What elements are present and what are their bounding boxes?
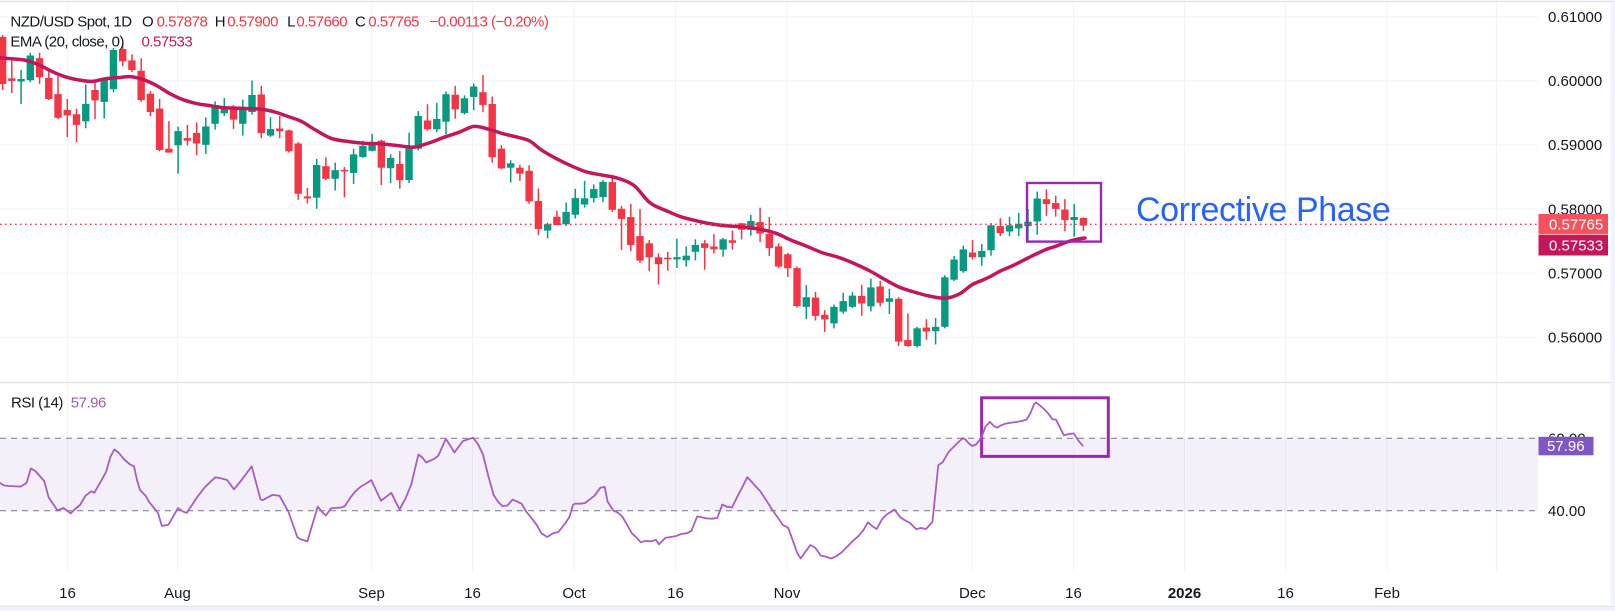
svg-text:L: L bbox=[287, 14, 295, 31]
svg-text:0.57000: 0.57000 bbox=[1548, 265, 1602, 282]
svg-text:NZD/USD Spot, 1D: NZD/USD Spot, 1D bbox=[10, 14, 132, 31]
svg-text:Aug: Aug bbox=[164, 585, 191, 602]
svg-text:0.60000: 0.60000 bbox=[1548, 73, 1602, 90]
svg-text:Feb: Feb bbox=[1374, 585, 1400, 602]
svg-text:Nov: Nov bbox=[774, 585, 801, 602]
svg-text:2026: 2026 bbox=[1168, 585, 1201, 602]
svg-text:16: 16 bbox=[1277, 585, 1294, 602]
svg-text:0.57533: 0.57533 bbox=[142, 34, 193, 51]
svg-text:−0.00113 (−0.20%): −0.00113 (−0.20%) bbox=[430, 14, 549, 31]
svg-text:16: 16 bbox=[667, 585, 684, 602]
svg-text:40.00: 40.00 bbox=[1548, 503, 1586, 520]
svg-text:57.96: 57.96 bbox=[71, 395, 106, 412]
svg-text:C: C bbox=[355, 14, 366, 31]
svg-text:0.61000: 0.61000 bbox=[1548, 9, 1602, 26]
svg-text:16: 16 bbox=[59, 585, 76, 602]
svg-text:0.57765: 0.57765 bbox=[1549, 217, 1603, 234]
svg-text:Corrective Phase: Corrective Phase bbox=[1136, 191, 1390, 229]
svg-text:0.57900: 0.57900 bbox=[227, 14, 278, 31]
svg-text:57.96: 57.96 bbox=[1547, 438, 1585, 455]
svg-text:0.59000: 0.59000 bbox=[1548, 137, 1602, 154]
svg-text:H: H bbox=[215, 14, 225, 31]
svg-text:Dec: Dec bbox=[959, 585, 986, 602]
svg-text:RSI (14): RSI (14) bbox=[11, 395, 63, 412]
svg-text:16: 16 bbox=[1065, 585, 1082, 602]
svg-text:0.57878: 0.57878 bbox=[157, 14, 208, 31]
svg-text:0.56000: 0.56000 bbox=[1548, 330, 1602, 347]
svg-text:0.57533: 0.57533 bbox=[1549, 238, 1603, 255]
svg-text:EMA (20, close, 0): EMA (20, close, 0) bbox=[10, 34, 124, 51]
svg-text:0.57765: 0.57765 bbox=[368, 14, 419, 31]
svg-text:Sep: Sep bbox=[358, 585, 385, 602]
svg-text:O: O bbox=[142, 14, 153, 31]
svg-text:0.57660: 0.57660 bbox=[296, 14, 347, 31]
svg-text:16: 16 bbox=[464, 585, 481, 602]
svg-text:Oct: Oct bbox=[562, 585, 586, 602]
